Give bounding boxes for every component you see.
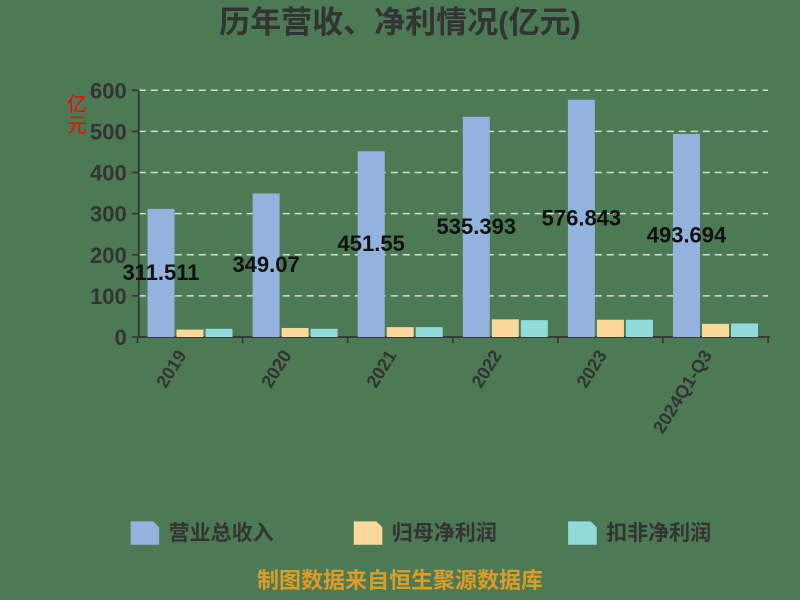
svg-text:扣非净利润: 扣非净利润: [606, 521, 711, 545]
svg-text:营业总收入: 营业总收入: [169, 522, 274, 545]
svg-text:349.07: 349.07: [232, 252, 299, 277]
svg-text:576.843: 576.843: [542, 205, 622, 230]
svg-text:历年营收、净利情况(亿元): 历年营收、净利情况(亿元): [219, 5, 581, 40]
svg-text:400: 400: [90, 161, 127, 186]
svg-text:归母净利润: 归母净利润: [392, 521, 497, 545]
svg-text:100: 100: [90, 284, 127, 309]
svg-text:600: 600: [90, 78, 127, 103]
svg-text:493.694: 493.694: [647, 222, 727, 247]
svg-text:制图数据来自恒生聚源数据库: 制图数据来自恒生聚源数据库: [257, 568, 543, 593]
svg-text:311.511: 311.511: [122, 260, 199, 285]
svg-text:亿: 亿: [67, 93, 87, 116]
svg-text:元: 元: [67, 115, 87, 137]
svg-text:451.55: 451.55: [338, 231, 405, 256]
svg-text:535.393: 535.393: [437, 214, 517, 239]
svg-text:500: 500: [90, 119, 127, 144]
svg-text:300: 300: [90, 202, 127, 227]
svg-text:0: 0: [115, 325, 127, 350]
svg-text:200: 200: [90, 243, 127, 268]
